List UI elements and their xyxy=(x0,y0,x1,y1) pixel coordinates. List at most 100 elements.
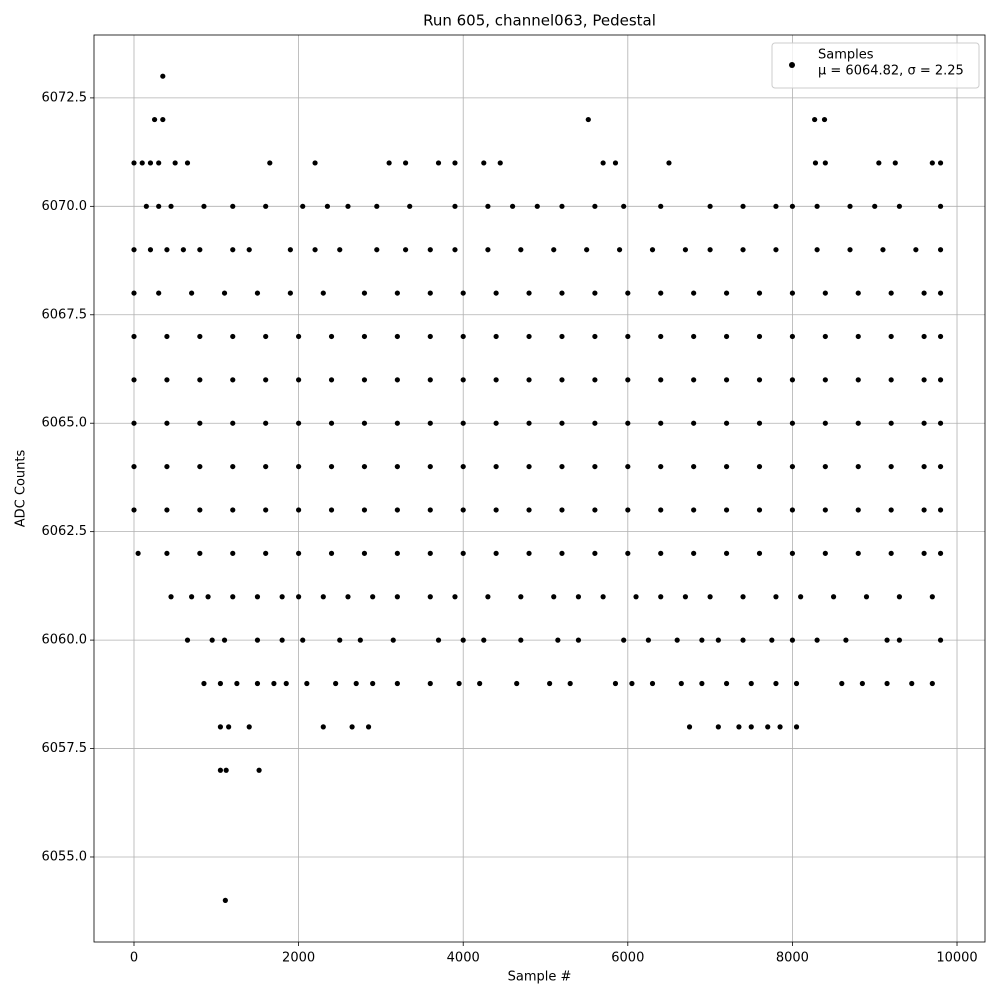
point xyxy=(547,680,553,687)
point xyxy=(296,507,302,513)
point xyxy=(612,680,619,687)
point xyxy=(296,594,302,600)
point xyxy=(773,247,779,253)
point xyxy=(168,594,174,600)
point xyxy=(197,420,203,426)
point xyxy=(263,203,269,209)
point xyxy=(855,507,861,513)
point xyxy=(937,377,944,383)
point xyxy=(937,637,944,643)
point xyxy=(884,637,890,643)
point xyxy=(715,637,721,643)
point xyxy=(370,594,376,600)
point xyxy=(592,203,598,209)
point xyxy=(147,247,154,253)
point xyxy=(324,203,331,209)
point xyxy=(592,333,598,340)
point xyxy=(164,420,170,426)
point xyxy=(888,333,894,340)
point xyxy=(333,680,339,687)
point xyxy=(402,160,409,166)
point xyxy=(822,333,828,340)
point xyxy=(625,420,631,426)
point xyxy=(658,507,664,513)
point xyxy=(929,680,935,687)
legend-label: Samples xyxy=(818,48,874,63)
point xyxy=(551,594,557,600)
point xyxy=(427,507,433,513)
point xyxy=(551,247,557,253)
point xyxy=(320,724,326,730)
point xyxy=(390,637,396,643)
point xyxy=(789,550,796,556)
point xyxy=(427,550,433,556)
point xyxy=(793,724,800,730)
point xyxy=(230,247,236,253)
x-tick-label: 0 xyxy=(130,951,138,966)
point xyxy=(756,463,763,470)
point xyxy=(822,550,828,556)
point xyxy=(361,333,368,340)
point xyxy=(279,637,285,643)
point xyxy=(497,160,503,166)
point xyxy=(460,507,466,513)
point xyxy=(452,594,458,600)
point xyxy=(855,550,861,556)
point xyxy=(493,377,499,383)
point xyxy=(139,160,145,166)
point xyxy=(493,290,499,296)
point xyxy=(821,116,828,123)
point xyxy=(880,247,886,253)
y-tick-label: 6065.0 xyxy=(42,416,88,431)
point xyxy=(592,377,598,383)
point xyxy=(402,247,409,253)
point xyxy=(300,637,306,643)
point xyxy=(937,203,944,209)
point xyxy=(217,767,224,773)
point xyxy=(937,160,944,166)
point xyxy=(691,290,697,296)
point xyxy=(481,160,487,166)
point xyxy=(394,377,400,383)
point xyxy=(559,203,565,209)
point xyxy=(226,724,232,730)
point xyxy=(777,724,783,730)
points xyxy=(131,73,944,903)
point xyxy=(427,377,433,383)
x-tick-label: 10000 xyxy=(936,951,977,966)
point xyxy=(279,594,285,600)
point xyxy=(374,203,380,209)
point xyxy=(217,680,224,687)
point xyxy=(230,420,236,426)
point xyxy=(394,420,400,426)
point xyxy=(723,377,730,383)
point xyxy=(592,550,598,556)
point xyxy=(189,290,195,296)
point xyxy=(160,116,166,123)
point xyxy=(361,507,368,513)
point xyxy=(460,333,466,340)
point xyxy=(256,767,262,773)
point xyxy=(296,463,302,470)
point xyxy=(847,247,853,253)
point xyxy=(929,594,935,600)
point xyxy=(189,594,195,600)
point xyxy=(131,507,137,513)
point xyxy=(575,594,582,600)
point xyxy=(740,203,746,209)
point xyxy=(748,724,754,730)
point xyxy=(625,290,631,296)
point xyxy=(921,333,927,340)
point xyxy=(773,203,779,209)
point xyxy=(201,203,207,209)
point xyxy=(254,680,261,687)
chart-title: Run 605, channel063, Pedestal xyxy=(423,12,656,30)
point xyxy=(221,637,228,643)
point xyxy=(625,333,631,340)
point xyxy=(691,507,697,513)
point xyxy=(876,160,882,166)
point xyxy=(649,247,656,253)
point xyxy=(460,377,466,383)
point xyxy=(135,550,141,556)
point xyxy=(789,333,796,340)
